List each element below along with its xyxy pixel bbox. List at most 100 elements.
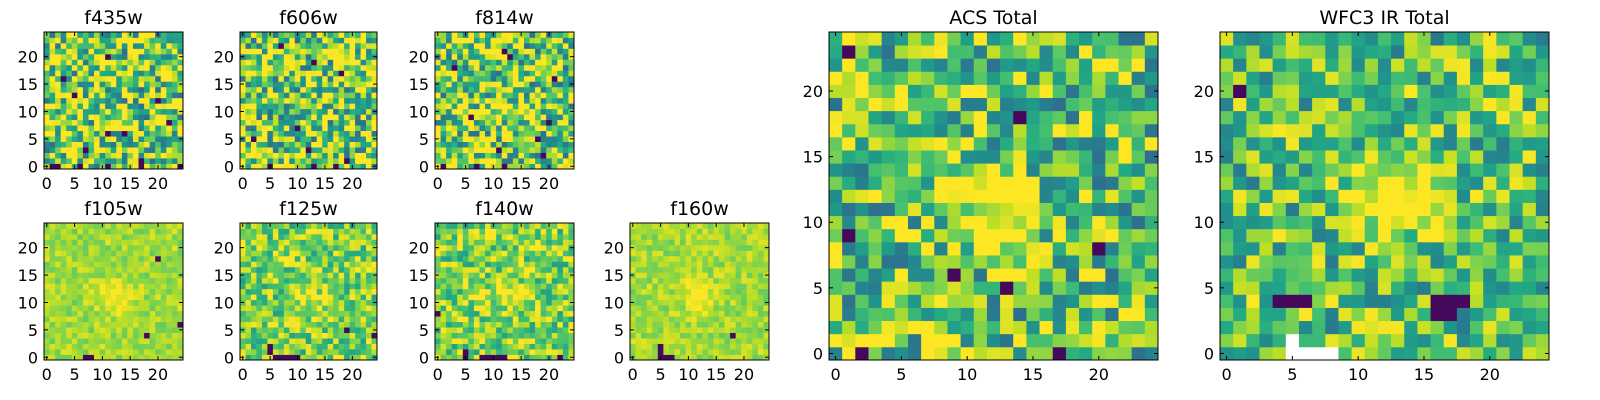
heatmap-cell	[735, 250, 742, 257]
heatmap-cell	[512, 136, 519, 142]
heatmap-cell	[1026, 189, 1040, 203]
heatmap-cell	[121, 272, 128, 279]
heatmap-cell	[349, 272, 356, 279]
heatmap-cell	[451, 338, 458, 344]
heatmap-cell	[138, 86, 145, 93]
heatmap-cell	[267, 119, 274, 126]
heatmap-cell	[261, 354, 268, 361]
heatmap-cell	[344, 163, 350, 170]
heatmap-cell	[657, 228, 664, 235]
heatmap-cell	[333, 114, 340, 121]
heatmap-cell	[685, 261, 692, 268]
heatmap-cell	[440, 338, 447, 344]
heatmap-cell	[451, 163, 458, 170]
heatmap-cell	[94, 86, 100, 93]
heatmap-cell	[171, 97, 178, 104]
heatmap-cell	[338, 332, 345, 339]
heatmap-cell	[360, 294, 367, 301]
heatmap-cell	[278, 158, 285, 164]
heatmap-cell	[696, 277, 703, 284]
heatmap-cell	[752, 343, 759, 350]
heatmap-cell	[741, 239, 748, 246]
heatmap-cell	[121, 223, 128, 229]
heatmap-cell	[479, 288, 486, 295]
heatmap-cell	[322, 158, 329, 164]
heatmap-cell	[283, 37, 290, 44]
x-tick-label: 5	[655, 365, 665, 384]
heatmap-cell	[546, 141, 553, 148]
heatmap-cell	[283, 299, 290, 306]
heatmap-cell	[60, 136, 67, 142]
heatmap-cell	[44, 70, 50, 77]
heatmap-cell	[1026, 176, 1040, 190]
heatmap-cell	[116, 316, 123, 323]
heatmap-cell	[110, 130, 117, 137]
heatmap-cell	[338, 42, 345, 49]
heatmap-cell	[360, 59, 367, 66]
heatmap-cell	[868, 346, 883, 361]
x-tick-label: 5	[265, 365, 275, 384]
heatmap-cell	[327, 332, 334, 339]
heatmap-cell	[283, 75, 290, 82]
heatmap-cell	[457, 97, 464, 104]
heatmap-cell	[518, 294, 525, 301]
heatmap-cell	[501, 332, 508, 339]
heatmap-cell	[94, 70, 100, 77]
heatmap-cell	[110, 223, 117, 229]
heatmap-cell	[668, 338, 675, 344]
heatmap-cell	[105, 108, 112, 115]
heatmap-cell	[99, 233, 106, 240]
heatmap-cell	[66, 136, 73, 142]
heatmap-cell	[457, 75, 464, 82]
heatmap-cell	[490, 108, 497, 115]
heatmap-cell	[289, 354, 296, 361]
heatmap-cell	[278, 332, 285, 339]
y-tick-label: 15	[18, 75, 38, 94]
heatmap-cell	[160, 310, 167, 317]
heatmap-cell	[77, 299, 84, 306]
heatmap-cell	[283, 42, 290, 49]
heatmap-cell	[512, 97, 519, 104]
heatmap-cell	[283, 266, 290, 273]
heatmap-cell	[49, 81, 56, 88]
heatmap-cell	[1092, 307, 1106, 322]
heatmap-cell	[529, 75, 536, 82]
heatmap-cell	[707, 272, 714, 279]
heatmap-cell	[468, 141, 475, 148]
heatmap-cell	[479, 233, 486, 240]
heatmap-cell	[177, 239, 184, 246]
heatmap-cell	[724, 299, 731, 306]
heatmap-cell	[435, 59, 441, 66]
heatmap-cell	[44, 75, 50, 82]
heatmap-cell	[718, 321, 725, 328]
heatmap-cell	[713, 316, 720, 323]
heatmap-cell	[557, 97, 564, 104]
heatmap-cell	[311, 277, 318, 284]
heatmap-cell	[144, 288, 151, 295]
heatmap-cell	[529, 119, 536, 126]
heatmap-cell	[349, 114, 356, 121]
heatmap-cell	[668, 327, 675, 333]
heatmap-cell	[160, 92, 167, 99]
heatmap-cell	[868, 320, 883, 335]
heatmap-cell	[479, 305, 486, 312]
heatmap-cell	[294, 147, 301, 153]
heatmap-cell	[490, 294, 497, 301]
heatmap-cell	[635, 266, 642, 273]
heatmap-cell	[272, 103, 279, 110]
heatmap-cell	[272, 332, 279, 339]
heatmap-cell	[540, 272, 547, 279]
heatmap-cell	[177, 277, 184, 284]
heatmap-cell	[82, 316, 89, 323]
heatmap-cell	[485, 233, 491, 240]
heatmap-cell	[94, 277, 100, 284]
heatmap-cell	[512, 64, 519, 71]
heatmap-cell	[250, 75, 257, 82]
heatmap-cell	[457, 158, 464, 164]
heatmap-cell	[311, 239, 318, 246]
heatmap-cell	[171, 272, 178, 279]
heatmap-cell	[479, 53, 486, 60]
heatmap-cell	[289, 321, 296, 328]
heatmap-cell	[451, 136, 458, 142]
heatmap-cell	[149, 288, 156, 295]
